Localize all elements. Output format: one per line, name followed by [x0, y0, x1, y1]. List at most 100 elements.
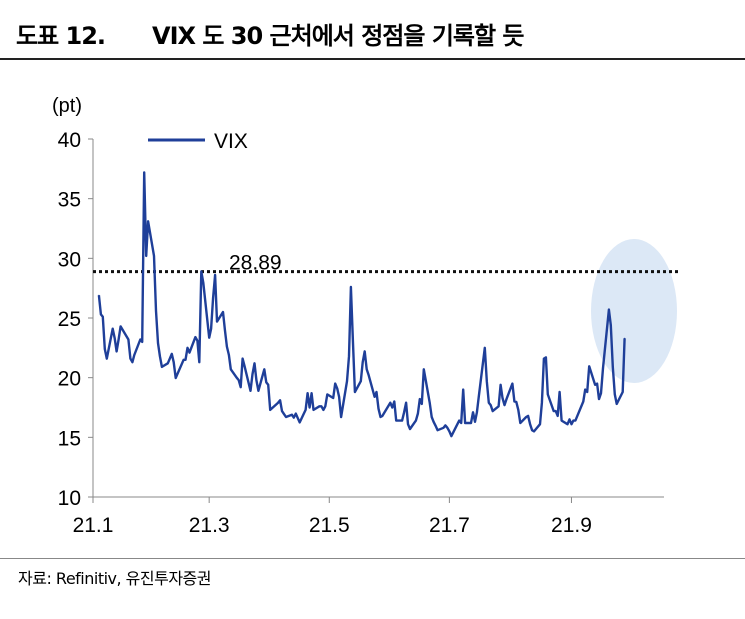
data-point — [169, 358, 171, 360]
data-point — [350, 286, 352, 288]
data-point — [533, 430, 535, 432]
data-point — [419, 398, 421, 400]
data-point — [527, 415, 529, 417]
data-point — [437, 429, 439, 431]
data-point — [375, 391, 378, 393]
data-point — [143, 171, 145, 173]
data-point — [171, 353, 173, 355]
data-point — [186, 347, 189, 349]
data-point — [281, 410, 283, 412]
x-tick-label: 21.7 — [429, 514, 470, 537]
data-point — [155, 310, 157, 312]
y-tick-label: 15 — [58, 427, 81, 450]
data-point — [450, 435, 452, 437]
data-point — [608, 309, 610, 311]
data-point — [614, 393, 616, 395]
data-point — [348, 355, 350, 357]
y-tick-label: 35 — [58, 189, 81, 212]
data-point — [366, 368, 368, 370]
data-point — [299, 421, 301, 423]
data-point — [226, 346, 228, 348]
data-point — [297, 417, 299, 419]
series-group — [97, 171, 626, 438]
data-point — [476, 411, 478, 413]
data-point — [285, 416, 287, 418]
data-point — [210, 328, 212, 330]
data-point — [531, 429, 533, 431]
reference-line-group: 28.89 — [93, 252, 681, 275]
data-point — [279, 399, 281, 401]
data-point — [334, 383, 336, 385]
data-point — [257, 390, 259, 392]
data-point — [462, 389, 464, 391]
data-point — [208, 337, 210, 339]
data-point — [127, 338, 129, 341]
data-point — [505, 398, 508, 400]
legend-label-vix: VIX — [214, 130, 248, 153]
data-point — [377, 408, 380, 410]
data-point — [503, 404, 506, 406]
data-point — [309, 406, 311, 409]
data-point — [352, 340, 354, 342]
data-point — [157, 342, 159, 344]
data-point — [305, 409, 307, 411]
data-point — [175, 377, 177, 379]
data-point — [616, 403, 618, 405]
data-point — [588, 365, 590, 367]
data-point — [216, 321, 218, 323]
x-tick-label: 21.9 — [551, 514, 592, 537]
data-point — [409, 428, 411, 430]
data-point — [368, 374, 370, 376]
data-point — [265, 381, 267, 383]
data-point — [374, 396, 376, 398]
data-point — [161, 366, 163, 368]
x-tick-label: 21.5 — [309, 514, 350, 537]
data-point — [391, 406, 393, 409]
data-point — [244, 365, 246, 367]
data-point — [269, 409, 271, 411]
data-point — [228, 354, 230, 356]
data-point — [586, 391, 588, 393]
data-point — [513, 400, 516, 403]
data-point — [490, 404, 492, 406]
data-point — [224, 329, 226, 331]
data-point — [307, 392, 309, 394]
data-point — [446, 427, 448, 429]
data-point — [574, 420, 577, 422]
data-point — [320, 405, 322, 407]
data-point — [568, 418, 571, 420]
data-point — [336, 387, 338, 389]
data-point — [202, 282, 204, 284]
data-point — [472, 411, 474, 413]
data-point — [255, 379, 257, 381]
data-point — [539, 423, 541, 425]
data-point — [515, 401, 517, 403]
data-point — [561, 420, 563, 422]
data-point — [511, 383, 513, 385]
data-point — [167, 362, 169, 364]
data-point — [332, 397, 334, 399]
data-point — [566, 423, 569, 425]
y-tick-label: 20 — [58, 368, 81, 391]
data-point — [318, 405, 320, 407]
data-point — [240, 386, 242, 388]
series-line-vix — [97, 171, 626, 438]
data-point — [238, 379, 240, 381]
data-point — [417, 412, 419, 415]
data-point — [200, 270, 202, 273]
data-point — [381, 415, 383, 417]
data-point — [486, 380, 488, 382]
data-point — [488, 402, 490, 404]
data-point — [98, 294, 100, 296]
data-point — [555, 410, 557, 412]
data-point — [222, 311, 224, 313]
data-point — [600, 392, 602, 394]
data-point — [543, 358, 545, 360]
x-tick-label: 21.1 — [73, 514, 114, 537]
data-point — [484, 347, 486, 349]
data-point — [291, 414, 293, 416]
figure-title: VIX 도 30 근처에서 정점을 기록할 듯 — [152, 22, 524, 50]
axes: 10 15 20 25 30 35 40 21.1 21.3 21.5 21.7 21.9 — [58, 129, 664, 537]
data-point — [474, 421, 476, 423]
data-point — [120, 325, 122, 327]
